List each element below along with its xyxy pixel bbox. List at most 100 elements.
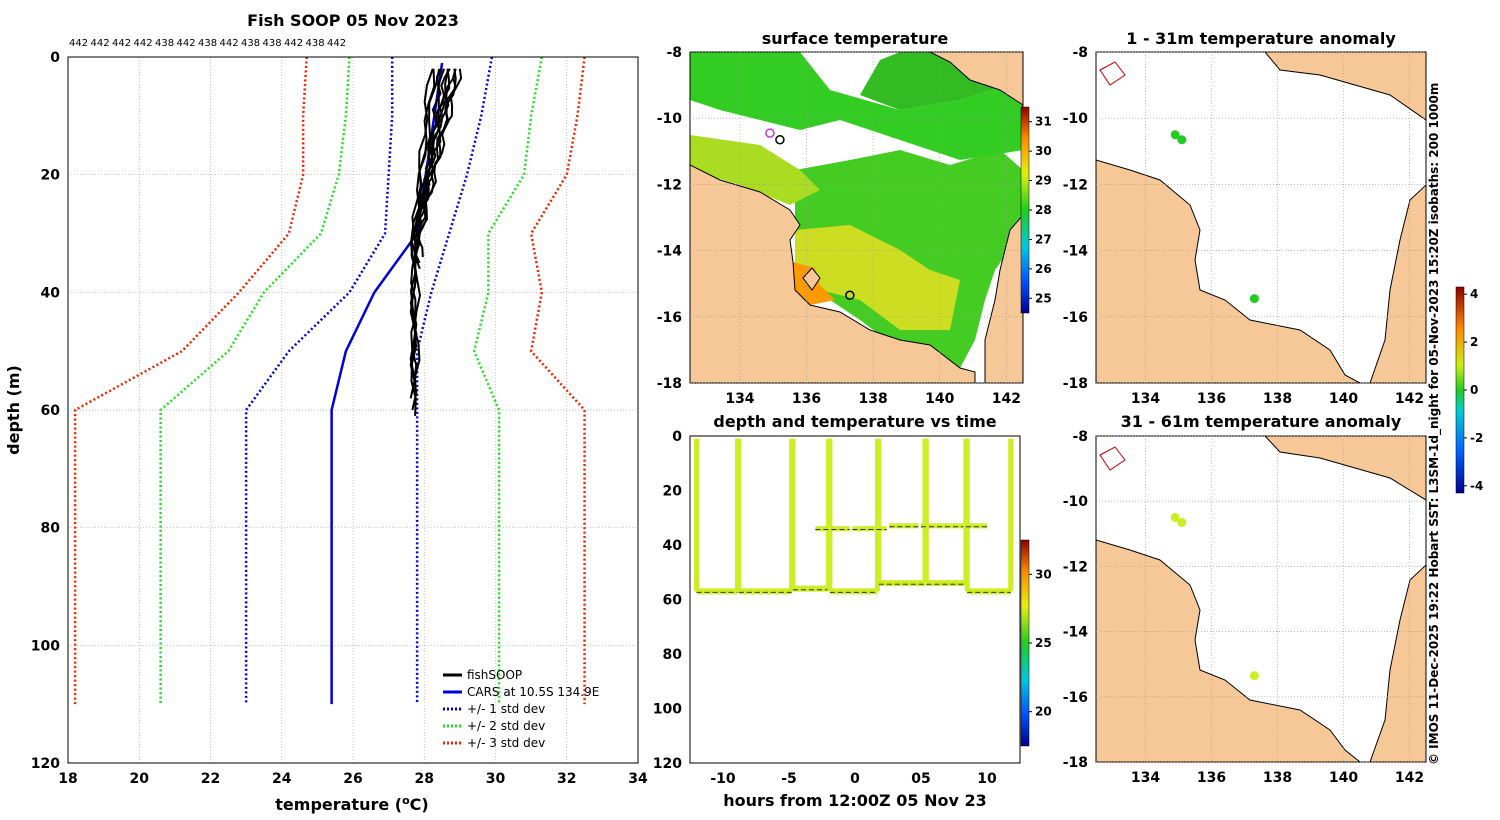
profile-top-label: 438 [263,38,282,49]
anom-bottom-points [1170,513,1259,681]
profile-top-label: 442 [220,38,239,49]
sst-grid [690,51,1023,384]
sst-land-cape-york [984,214,1023,383]
fishsoop-profile [409,68,449,381]
xlabel-sup: o [402,794,410,807]
colorbar-tick-label: 25 [1035,636,1052,650]
anom-bottom-point [1249,671,1259,681]
map-ytick-label: -8 [1072,45,1088,61]
profile-xtick-label: 30 [486,771,506,787]
sst-north-field [690,52,800,90]
profile-top-label: 438 [306,38,325,49]
anom-top-grid [1096,51,1426,384]
map-xtick-label: 138 [1263,770,1292,786]
sst-land-new-guinea [929,52,1023,106]
legend-label-std1: +/- 1 std dev [467,702,545,716]
fishsoop-profile [416,68,457,246]
colorbar-tick-label: 29 [1035,174,1052,188]
colorbar-tick-label: 27 [1035,232,1052,246]
colorbar-tick-label: 0 [1470,383,1478,397]
sst-colorbar [1020,106,1030,314]
map-xtick-label: 134 [725,391,754,407]
colorbar-tick-label: 31 [1035,115,1052,129]
fishsoop-profile [417,68,443,234]
ts-xtick-label: 0 [850,771,860,787]
map-ytick-label: -16 [1063,690,1088,706]
profile-top-label: 438 [198,38,217,49]
map-xtick-label: 138 [859,391,888,407]
anom-top-point [1177,135,1187,145]
map-xtick-label: 136 [792,391,821,407]
map-xtick-label: 142 [1395,770,1424,786]
map-xtick-label: 142 [992,391,1021,407]
profile-top-label: 438 [241,38,260,49]
anom-top-land-australia [1096,159,1361,383]
anom-bottom-point [1170,513,1180,522]
profile-line--3-std [529,56,586,705]
profile-panel: Fish SOOP 05 Nov 2023 442 442 442 442 438 442… [4,11,648,814]
map-ytick-label: -10 [1063,111,1089,127]
anom-top-land-cape-york [1369,184,1426,383]
anom-top-point [1249,294,1259,304]
sst-coastal-warm [690,135,820,205]
anom-bottom-land-new-guinea [1264,436,1426,501]
ts-xtick-label: -5 [781,771,797,787]
map-xtick-label: 136 [1197,770,1226,786]
colorbar-tick-label: 4 [1470,287,1478,301]
sst-marker [765,128,775,138]
anom-bottom-ticks: 134 136 138 140 142 -8 -10 -12 -14 -16 -18 [1063,429,1424,786]
colorbar-tick-label: 30 [1035,144,1052,158]
sst-title: surface temperature [762,29,949,48]
anom-bottom-title: 31 - 61m temperature anomaly [1121,412,1402,431]
map-ytick-label: -8 [1072,429,1088,445]
profile-ytick-label: 20 [41,168,61,184]
profile-ytick-label: 100 [31,638,60,654]
profile-xtick-label: 28 [415,771,434,787]
time-series-panel: depth and temperature vs time -10 -5 0 05 10… [653,412,1052,810]
profile-ytick-label: 80 [41,521,61,537]
sst-land-groote [802,267,821,291]
profile-top-label: 442 [327,38,346,49]
legend-label-fishsoop: fishSOOP [467,668,522,682]
anom-top-ticks: 134 136 138 140 142 -8 -10 -12 -14 -16 -18 [1063,45,1424,407]
profile-xlabel: temperature (oC) [275,794,428,814]
map-ytick-label: -14 [657,244,683,260]
ts-colorbar [1020,539,1030,747]
profile-top-label: 442 [112,38,131,49]
map-ytick-label: -10 [1063,494,1089,510]
profile-series [73,56,586,705]
profile-line--1-std [244,57,394,705]
profile-xtick-label: 26 [343,771,362,787]
map-ytick-label: -18 [1063,755,1088,771]
ts-ytick-label: 20 [663,484,683,500]
colorbar-tick-label: 2 [1470,335,1478,349]
map-xtick-label: 136 [1197,391,1226,407]
anomaly-bottom-panel: 31 - 61m temperature anomaly 134 136 138 14… [1063,286,1483,786]
profile-ytick-label: 0 [50,50,60,66]
profile-xtick-label: 32 [557,771,576,787]
profile-title: Fish SOOP 05 Nov 2023 [247,11,459,30]
map-xtick-label: 140 [925,391,954,407]
ts-ytick-label: 120 [653,756,682,772]
profile-line--3-std [73,56,308,705]
profile-top-label: 442 [134,38,153,49]
profile-xtick-label: 22 [201,771,220,787]
profile-top-label: 442 [284,38,303,49]
profile-top-label: 442 [177,38,196,49]
ts-title: depth and temperature vs time [713,412,996,431]
profile-line--2-std [159,56,351,705]
sst-ticks: 134 136 138 140 142 -8 -10 -12 -14 -16 -18 [657,45,1021,407]
anom-top-isobath [1099,61,1126,86]
anom-top-land-new-guinea [1264,52,1426,121]
sst-marker [845,290,855,301]
xlabel-main: temperature ( [275,795,402,814]
ts-ytick-label: 60 [663,593,683,609]
map-ytick-label: -10 [657,111,683,127]
credit-text: © IMOS 11-Dec-2025 19:22 Hobart SST: L3S… [1427,83,1442,765]
sst-markers [765,128,855,301]
ts-xlabel: hours from 12:00Z 05 Nov 23 [723,791,986,810]
map-ytick-label: -16 [1063,310,1088,326]
legend-label-cars: CARS at 10.5S 134.9E [467,685,599,699]
